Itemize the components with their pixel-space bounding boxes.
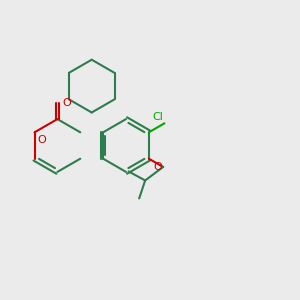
Text: O: O <box>62 98 71 108</box>
Text: O: O <box>153 162 162 172</box>
Text: O: O <box>38 135 46 145</box>
Text: Cl: Cl <box>152 112 163 122</box>
